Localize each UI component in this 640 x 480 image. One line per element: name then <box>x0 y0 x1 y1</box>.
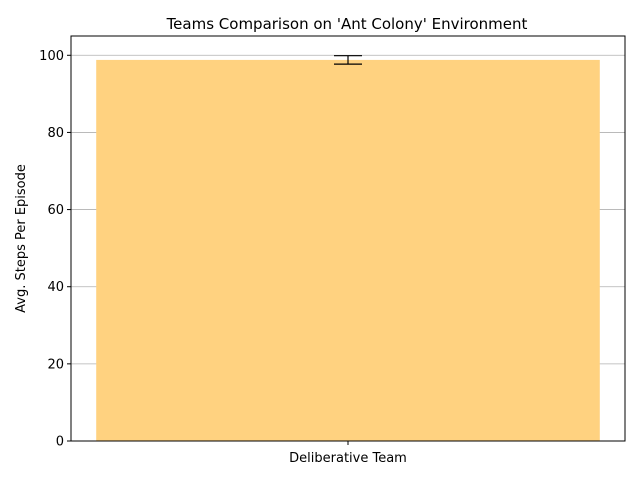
bar <box>96 59 600 442</box>
y-axis-ticks: 0 20 40 60 80 100 <box>39 49 71 450</box>
x-axis-ticks: Deliberative Team <box>289 441 407 466</box>
bars <box>96 59 600 442</box>
y-axis-label: Avg. Steps Per Episode <box>14 164 29 313</box>
x-tick-label: Deliberative Team <box>289 451 407 466</box>
chart-title: Teams Comparison on 'Ant Colony' Environ… <box>166 15 528 33</box>
y-tick-label: 100 <box>39 49 64 64</box>
y-tick-label: 60 <box>47 203 64 218</box>
y-tick-label: 20 <box>47 357 64 372</box>
y-tick-label: 40 <box>47 280 64 295</box>
y-tick-label: 0 <box>56 435 64 450</box>
y-tick-label: 80 <box>47 126 64 141</box>
error-bars <box>334 55 362 65</box>
